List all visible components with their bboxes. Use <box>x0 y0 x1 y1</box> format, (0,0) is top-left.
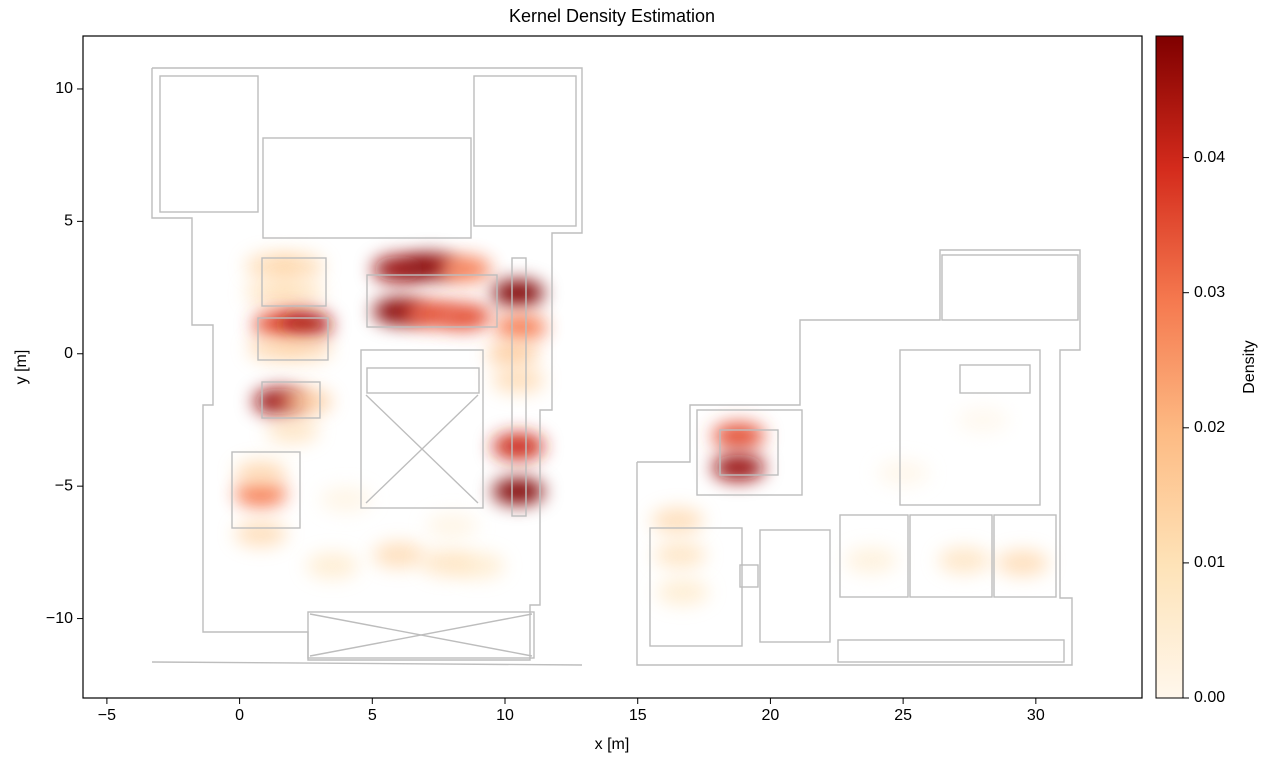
y-tick-label: 0 <box>64 345 73 362</box>
density-blob <box>235 521 287 547</box>
density-blob <box>657 579 709 605</box>
density-blob <box>492 280 544 306</box>
density-blob <box>492 367 544 393</box>
x-tick-label: 5 <box>368 707 377 724</box>
x-tick-label: 25 <box>894 707 912 724</box>
plot-area <box>235 253 1049 605</box>
density-blob <box>235 460 287 486</box>
floor-plan <box>152 68 1080 665</box>
y-tick-label: −5 <box>55 477 73 494</box>
density-blob <box>280 388 332 414</box>
density-blob <box>373 542 425 568</box>
density-blob <box>272 280 324 306</box>
density-blob <box>652 508 704 534</box>
density-blob <box>487 341 539 367</box>
density-blob <box>267 418 319 444</box>
density-blob <box>452 553 504 579</box>
density-blob <box>272 253 324 279</box>
density-blob <box>997 550 1049 576</box>
colorbar-tick-label: 0.03 <box>1194 284 1225 301</box>
density-blob <box>306 553 358 579</box>
x-tick-label: 15 <box>629 707 647 724</box>
y-tick-label: −10 <box>46 610 73 627</box>
plot-frame <box>83 36 1142 698</box>
colorbar-tick-label: 0.02 <box>1194 419 1225 436</box>
x-tick-label: 0 <box>235 707 244 724</box>
density-blob <box>495 314 547 340</box>
density-blob <box>654 542 706 568</box>
chart-title: Kernel Density Estimation <box>509 6 715 26</box>
colorbar <box>1156 36 1183 698</box>
density-blob <box>938 547 990 573</box>
density-blob <box>845 547 897 573</box>
colorbar-tick-label: 0.04 <box>1194 149 1225 166</box>
density-blob <box>492 433 544 459</box>
x-tick-label: 20 <box>762 707 780 724</box>
y-tick-label: 5 <box>64 213 73 230</box>
colorbar-tick-label: 0.00 <box>1194 689 1225 706</box>
density-blob <box>957 407 1009 433</box>
density-blob <box>280 312 332 338</box>
density-blob <box>280 335 332 361</box>
density-blob <box>439 304 491 330</box>
y-axis-label: y [m] <box>13 350 30 385</box>
y-tick-label: 10 <box>55 80 73 97</box>
density-blob <box>492 478 544 504</box>
density-blob <box>439 256 491 282</box>
colorbar-label: Density <box>1241 340 1258 393</box>
x-tick-label: −5 <box>98 707 116 724</box>
density-blob <box>426 513 478 539</box>
x-tick-label: 10 <box>496 707 514 724</box>
x-tick-label: 30 <box>1027 707 1045 724</box>
colorbar-tick-label: 0.01 <box>1194 554 1225 571</box>
density-blob <box>877 460 929 486</box>
x-axis-label: x [m] <box>595 736 630 753</box>
chart: Kernel Density Estimation x [m] y [m] <box>0 0 1273 757</box>
